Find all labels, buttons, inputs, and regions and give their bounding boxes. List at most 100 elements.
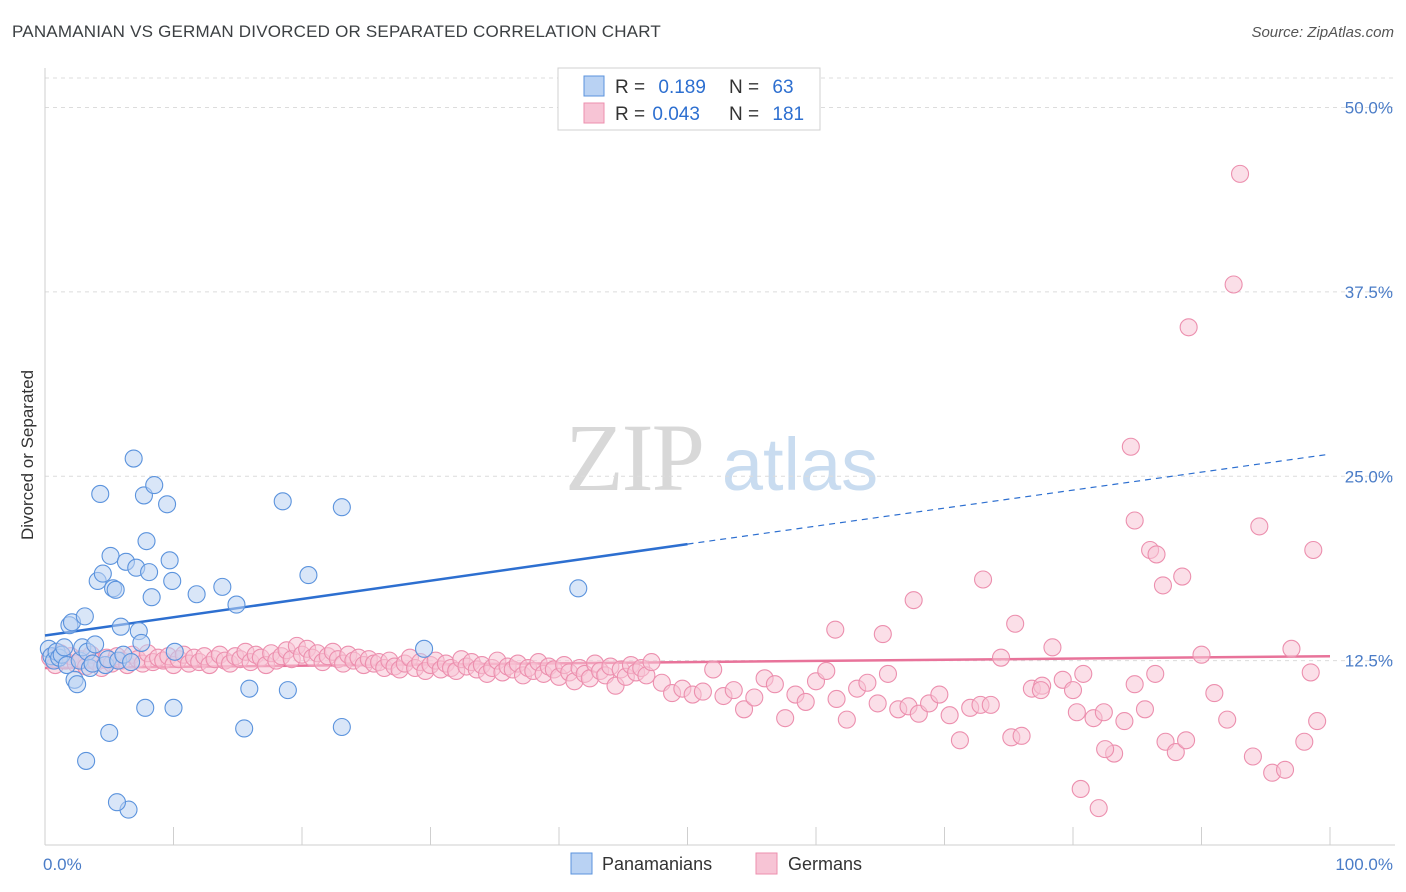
point-germans (1031, 681, 1050, 700)
point-germans (724, 681, 743, 700)
bottom-legend-label-panamanians: Panamanians (602, 854, 712, 874)
legend: R = 0.189 N = 63 R = 0.043 N = 181 (557, 67, 821, 131)
point-panamanians (55, 638, 74, 657)
point-germans (693, 682, 712, 701)
point-germans (1304, 540, 1323, 560)
point-germans (950, 731, 969, 750)
legend-swatch-germans (583, 102, 605, 124)
point-panamanians (569, 579, 588, 598)
point-germans (1012, 726, 1031, 745)
point-panamanians (106, 580, 125, 599)
point-germans (930, 685, 949, 704)
legend-n-value-1: 63 (772, 77, 793, 98)
point-panamanians (142, 588, 161, 607)
point-germans (1282, 639, 1301, 658)
point-panamanians (165, 642, 184, 661)
svg-text:N = 63: N = 63 (729, 77, 794, 98)
point-germans (873, 625, 892, 644)
legend-swatch-panamanians (583, 75, 605, 97)
legend-r-label-2: R = (615, 104, 650, 125)
chart-title: PANAMANIAN VS GERMAN DIVORCED OR SEPARAT… (12, 22, 661, 41)
point-germans (1243, 747, 1262, 766)
axes (44, 68, 1395, 846)
grid-lines (45, 77, 1395, 662)
point-panamanians (415, 639, 434, 658)
point-germans (1192, 645, 1211, 664)
point-germans (745, 688, 764, 707)
point-germans (1218, 710, 1237, 729)
point-germans (1295, 732, 1314, 751)
point-panamanians (299, 566, 318, 585)
point-germans (1177, 731, 1196, 750)
point-panamanians (68, 675, 87, 694)
point-germans (973, 570, 993, 589)
point-panamanians (136, 698, 155, 717)
point-germans (776, 709, 795, 728)
x-tick-label: 100.0% (1335, 855, 1393, 874)
point-germans (1147, 545, 1166, 564)
y-tick-label: 25.0% (1345, 467, 1393, 486)
point-germans (1205, 684, 1224, 703)
x-tick-label: 0.0% (43, 855, 82, 874)
point-panamanians (332, 717, 351, 737)
point-germans (642, 653, 661, 672)
point-germans (1074, 664, 1093, 683)
bottom-legend-swatch-panamanians (570, 852, 593, 875)
point-germans (1173, 567, 1192, 586)
point-germans (1250, 517, 1269, 536)
bottom-legend-swatch-germans (755, 852, 778, 875)
bottom-legend: Panamanians Germans (570, 852, 862, 875)
point-panamanians (75, 607, 94, 626)
svg-text:N = 181: N = 181 (729, 104, 804, 125)
point-germans (981, 695, 1000, 714)
y-tick-label: 37.5% (1345, 283, 1393, 302)
point-panamanians (100, 723, 119, 742)
point-panamanians (107, 793, 127, 812)
point-germans (734, 700, 754, 719)
point-panamanians (145, 476, 164, 495)
point-germans (704, 660, 723, 679)
legend-r-label-1: R = (615, 77, 650, 98)
point-panamanians (137, 532, 156, 551)
data-points (39, 164, 1327, 819)
point-germans (1125, 511, 1144, 530)
legend-n-label-2: N = (729, 104, 764, 125)
point-germans (1006, 614, 1025, 633)
point-germans (1153, 576, 1172, 595)
point-germans (1125, 675, 1144, 694)
point-germans (796, 692, 815, 711)
point-panamanians (164, 698, 183, 717)
point-panamanians (213, 577, 232, 596)
point-panamanians (160, 551, 179, 570)
legend-r-value-2: 0.043 (652, 104, 700, 125)
point-panamanians (86, 635, 105, 654)
point-germans (1179, 318, 1198, 337)
point-germans (826, 620, 845, 639)
bottom-legend-label-germans: Germans (788, 854, 862, 874)
point-germans (868, 694, 887, 713)
point-germans (1094, 703, 1113, 722)
svg-text:R = 0.043: R = 0.043 (615, 104, 700, 125)
y-axis-title: Divorced or Separated (18, 370, 37, 540)
point-germans (858, 673, 877, 692)
legend-n-value-2: 181 (772, 104, 804, 125)
point-germans (817, 661, 836, 681)
point-germans (878, 664, 898, 683)
watermark-atlas: atlas (722, 423, 878, 506)
point-panamanians (101, 546, 120, 565)
point-germans (1275, 760, 1295, 779)
tick-labels: 12.5% 25.0% 37.5% 50.0% 0.0% 100.0% (43, 99, 1393, 875)
point-germans (1166, 743, 1185, 762)
point-panamanians (187, 585, 206, 604)
point-germans (991, 648, 1011, 667)
point-germans (1224, 275, 1243, 294)
svg-text:R = 0.189: R = 0.189 (615, 77, 706, 98)
point-germans (1089, 799, 1108, 818)
legend-n-label-1: N = (729, 77, 764, 98)
point-germans (1063, 681, 1083, 700)
point-panamanians (124, 449, 143, 468)
point-panamanians (132, 633, 151, 652)
point-germans (1301, 663, 1320, 682)
point-panamanians (278, 681, 297, 700)
